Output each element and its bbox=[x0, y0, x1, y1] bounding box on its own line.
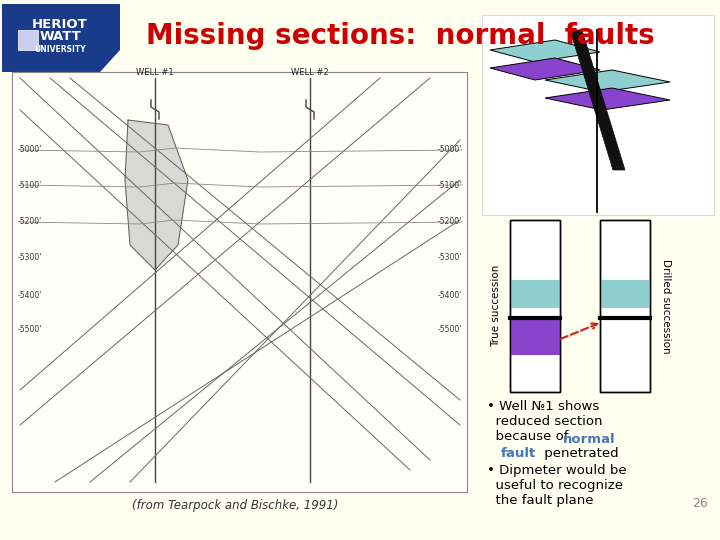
Text: -5200': -5200' bbox=[438, 218, 462, 226]
Text: Drilled succession: Drilled succession bbox=[661, 259, 671, 353]
Text: HERIOT: HERIOT bbox=[32, 17, 88, 30]
Text: -5000': -5000' bbox=[438, 145, 462, 154]
Bar bbox=[600, 280, 650, 308]
Text: penetrated: penetrated bbox=[540, 447, 618, 460]
Bar bbox=[510, 220, 560, 392]
Text: UNIVERSITY: UNIVERSITY bbox=[34, 45, 86, 55]
Polygon shape bbox=[490, 58, 600, 80]
Bar bbox=[12, 72, 467, 492]
Bar bbox=[510, 220, 560, 392]
Text: -5500': -5500' bbox=[438, 326, 462, 334]
Text: -5100': -5100' bbox=[18, 180, 42, 190]
Text: True succession: True succession bbox=[491, 265, 501, 347]
Text: fault: fault bbox=[501, 447, 536, 460]
Text: WELL #1: WELL #1 bbox=[136, 68, 174, 77]
Bar bbox=[600, 220, 650, 392]
Bar bbox=[2, 4, 120, 72]
Text: 26: 26 bbox=[692, 497, 708, 510]
Text: -5500': -5500' bbox=[18, 326, 42, 334]
Text: WATT: WATT bbox=[39, 30, 81, 44]
Text: normal: normal bbox=[563, 433, 616, 446]
Bar bbox=[600, 220, 650, 392]
Bar bbox=[482, 15, 714, 215]
Polygon shape bbox=[125, 120, 188, 270]
Text: -5200': -5200' bbox=[18, 218, 42, 226]
Text: WELL #2: WELL #2 bbox=[291, 68, 329, 77]
Polygon shape bbox=[490, 40, 600, 62]
Text: -5100': -5100' bbox=[438, 180, 462, 190]
Bar bbox=[510, 280, 560, 308]
Polygon shape bbox=[100, 50, 120, 72]
Text: -5300': -5300' bbox=[18, 253, 42, 262]
Polygon shape bbox=[545, 88, 670, 110]
Polygon shape bbox=[570, 30, 625, 170]
Text: -5400': -5400' bbox=[438, 291, 462, 300]
Bar bbox=[510, 320, 560, 355]
Text: -5000': -5000' bbox=[18, 145, 42, 154]
Text: Missing sections:  normal  faults: Missing sections: normal faults bbox=[145, 22, 654, 50]
Text: (from Tearpock and Bischke, 1991): (from Tearpock and Bischke, 1991) bbox=[132, 498, 338, 511]
Text: • Dipmeter would be
  useful to recognize
  the fault plane: • Dipmeter would be useful to recognize … bbox=[487, 464, 626, 507]
Text: -5300': -5300' bbox=[438, 253, 462, 262]
Polygon shape bbox=[545, 70, 670, 92]
Text: -5400': -5400' bbox=[18, 291, 42, 300]
Bar bbox=[18, 30, 38, 50]
Text: • Well №1 shows
  reduced section
  because of: • Well №1 shows reduced section because … bbox=[487, 400, 603, 443]
